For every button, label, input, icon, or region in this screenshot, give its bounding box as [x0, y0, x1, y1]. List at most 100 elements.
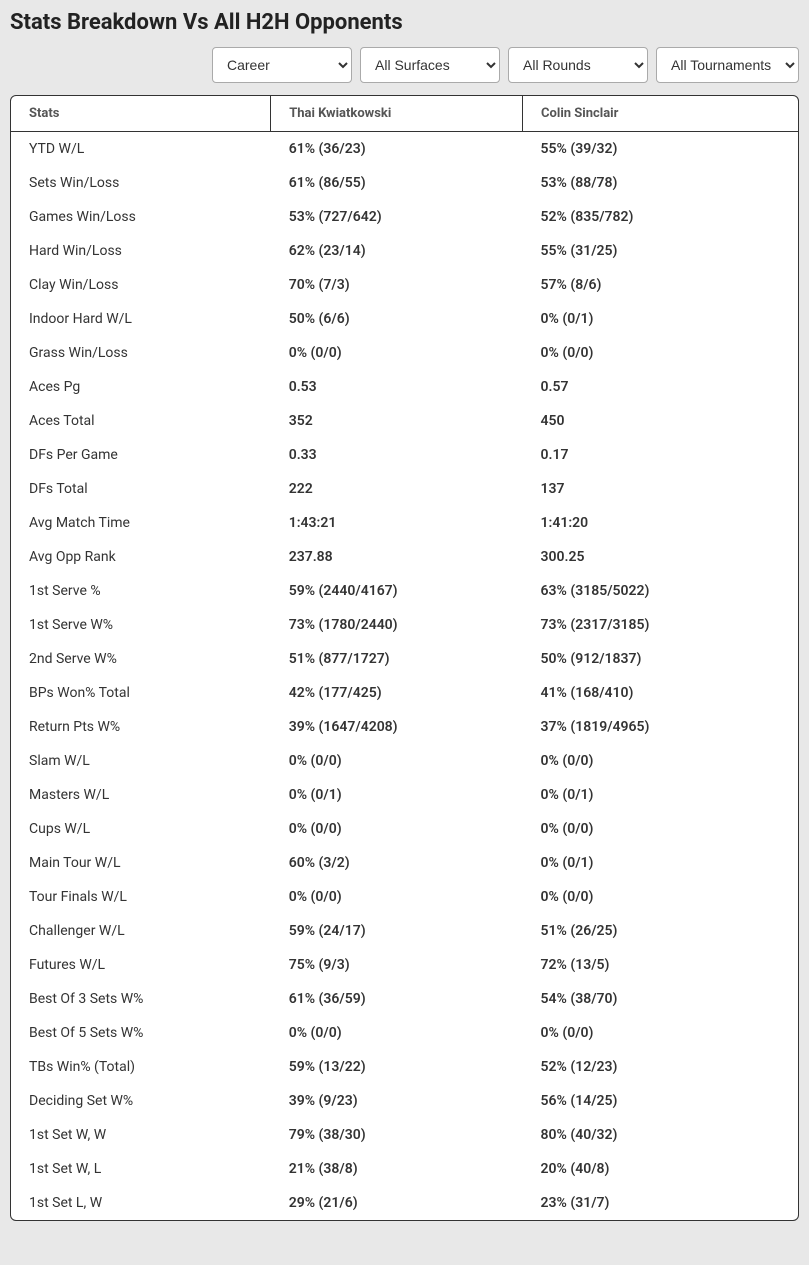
stat-label: Challenger W/L: [11, 914, 271, 948]
table-row: 2nd Serve W%51% (877/1727)50% (912/1837): [11, 642, 798, 676]
table-row: Indoor Hard W/L50% (6/6)0% (0/1): [11, 302, 798, 336]
stat-label: Slam W/L: [11, 744, 271, 778]
stat-label: Cups W/L: [11, 812, 271, 846]
filter-tournament[interactable]: All Tournaments: [656, 47, 799, 83]
stat-value-player1: 0.33: [271, 438, 523, 472]
stat-value-player1: 75% (9/3): [271, 948, 523, 982]
stat-value-player2: 63% (3185/5022): [523, 574, 798, 608]
table-row: Tour Finals W/L0% (0/0)0% (0/0): [11, 880, 798, 914]
stat-value-player1: 21% (38/8): [271, 1152, 523, 1186]
table-row: Aces Pg0.530.57: [11, 370, 798, 404]
stat-label: Best Of 3 Sets W%: [11, 982, 271, 1016]
stat-value-player1: 39% (9/23): [271, 1084, 523, 1118]
stat-value-player2: 20% (40/8): [523, 1152, 798, 1186]
stat-label: Return Pts W%: [11, 710, 271, 744]
filter-round[interactable]: All Rounds: [508, 47, 648, 83]
stat-value-player1: 237.88: [271, 540, 523, 574]
stat-value-player1: 51% (877/1727): [271, 642, 523, 676]
table-row: Futures W/L75% (9/3)72% (13/5): [11, 948, 798, 982]
table-row: Avg Opp Rank237.88300.25: [11, 540, 798, 574]
table-row: Slam W/L0% (0/0)0% (0/0): [11, 744, 798, 778]
stat-value-player1: 0% (0/0): [271, 336, 523, 370]
stat-value-player1: 59% (13/22): [271, 1050, 523, 1084]
stat-label: YTD W/L: [11, 132, 271, 167]
stat-label: DFs Total: [11, 472, 271, 506]
table-row: Aces Total352450: [11, 404, 798, 438]
stat-value-player1: 62% (23/14): [271, 234, 523, 268]
stat-value-player1: 53% (727/642): [271, 200, 523, 234]
stat-label: Sets Win/Loss: [11, 166, 271, 200]
stat-value-player2: 0.17: [523, 438, 798, 472]
filter-surface[interactable]: All Surfaces: [360, 47, 500, 83]
stat-label: Masters W/L: [11, 778, 271, 812]
stat-value-player1: 39% (1647/4208): [271, 710, 523, 744]
table-header-row: Stats Thai Kwiatkowski Colin Sinclair: [11, 96, 798, 132]
stat-label: Main Tour W/L: [11, 846, 271, 880]
stat-label: Futures W/L: [11, 948, 271, 982]
stat-label: TBs Win% (Total): [11, 1050, 271, 1084]
col-header-player2: Colin Sinclair: [523, 96, 798, 132]
stat-value-player2: 51% (26/25): [523, 914, 798, 948]
stat-value-player1: 0% (0/0): [271, 744, 523, 778]
stat-value-player2: 55% (31/25): [523, 234, 798, 268]
stat-label: 1st Serve W%: [11, 608, 271, 642]
stat-label: Grass Win/Loss: [11, 336, 271, 370]
stat-value-player2: 0.57: [523, 370, 798, 404]
stat-value-player1: 0% (0/0): [271, 1016, 523, 1050]
stat-label: Indoor Hard W/L: [11, 302, 271, 336]
stat-value-player2: 0% (0/0): [523, 744, 798, 778]
stat-value-player2: 0% (0/0): [523, 1016, 798, 1050]
stat-value-player2: 0% (0/0): [523, 880, 798, 914]
table-row: Clay Win/Loss70% (7/3)57% (8/6): [11, 268, 798, 302]
table-row: Avg Match Time1:43:211:41:20: [11, 506, 798, 540]
stat-value-player1: 0.53: [271, 370, 523, 404]
stat-value-player2: 0% (0/1): [523, 778, 798, 812]
stat-value-player2: 0% (0/0): [523, 812, 798, 846]
stat-value-player1: 60% (3/2): [271, 846, 523, 880]
stat-value-player2: 0% (0/1): [523, 302, 798, 336]
table-row: Cups W/L0% (0/0)0% (0/0): [11, 812, 798, 846]
stat-label: Hard Win/Loss: [11, 234, 271, 268]
stat-value-player1: 59% (2440/4167): [271, 574, 523, 608]
table-row: TBs Win% (Total)59% (13/22)52% (12/23): [11, 1050, 798, 1084]
stat-value-player2: 52% (12/23): [523, 1050, 798, 1084]
col-header-player1: Thai Kwiatkowski: [271, 96, 523, 132]
stat-value-player2: 55% (39/32): [523, 132, 798, 167]
stat-value-player2: 23% (31/7): [523, 1186, 798, 1220]
table-row: DFs Per Game0.330.17: [11, 438, 798, 472]
stat-value-player1: 73% (1780/2440): [271, 608, 523, 642]
table-row: 1st Set W, W79% (38/30)80% (40/32): [11, 1118, 798, 1152]
table-row: BPs Won% Total42% (177/425)41% (168/410): [11, 676, 798, 710]
stat-label: 1st Set L, W: [11, 1186, 271, 1220]
stat-value-player1: 61% (36/23): [271, 132, 523, 167]
stat-label: 1st Set W, L: [11, 1152, 271, 1186]
table-row: Hard Win/Loss62% (23/14)55% (31/25): [11, 234, 798, 268]
stat-value-player2: 73% (2317/3185): [523, 608, 798, 642]
stat-label: Avg Match Time: [11, 506, 271, 540]
stat-value-player2: 53% (88/78): [523, 166, 798, 200]
table-row: Best Of 3 Sets W%61% (36/59)54% (38/70): [11, 982, 798, 1016]
table-row: 1st Set L, W29% (21/6)23% (31/7): [11, 1186, 798, 1220]
table-row: Deciding Set W%39% (9/23)56% (14/25): [11, 1084, 798, 1118]
table-row: Best Of 5 Sets W%0% (0/0)0% (0/0): [11, 1016, 798, 1050]
stat-value-player2: 300.25: [523, 540, 798, 574]
stat-value-player2: 41% (168/410): [523, 676, 798, 710]
stat-value-player2: 0% (0/0): [523, 336, 798, 370]
stat-value-player2: 72% (13/5): [523, 948, 798, 982]
filter-career[interactable]: Career: [212, 47, 352, 83]
table-row: Challenger W/L59% (24/17)51% (26/25): [11, 914, 798, 948]
stat-label: Clay Win/Loss: [11, 268, 271, 302]
stat-value-player2: 57% (8/6): [523, 268, 798, 302]
stat-value-player1: 61% (86/55): [271, 166, 523, 200]
stat-label: Aces Pg: [11, 370, 271, 404]
stat-value-player2: 56% (14/25): [523, 1084, 798, 1118]
stat-label: Games Win/Loss: [11, 200, 271, 234]
stat-label: DFs Per Game: [11, 438, 271, 472]
stat-value-player2: 0% (0/1): [523, 846, 798, 880]
stat-value-player1: 79% (38/30): [271, 1118, 523, 1152]
page-title: Stats Breakdown Vs All H2H Opponents: [10, 10, 799, 35]
stat-value-player2: 37% (1819/4965): [523, 710, 798, 744]
table-row: 1st Serve %59% (2440/4167)63% (3185/5022…: [11, 574, 798, 608]
table-row: Return Pts W%39% (1647/4208)37% (1819/49…: [11, 710, 798, 744]
filters-row: Career All Surfaces All Rounds All Tourn…: [10, 47, 799, 83]
